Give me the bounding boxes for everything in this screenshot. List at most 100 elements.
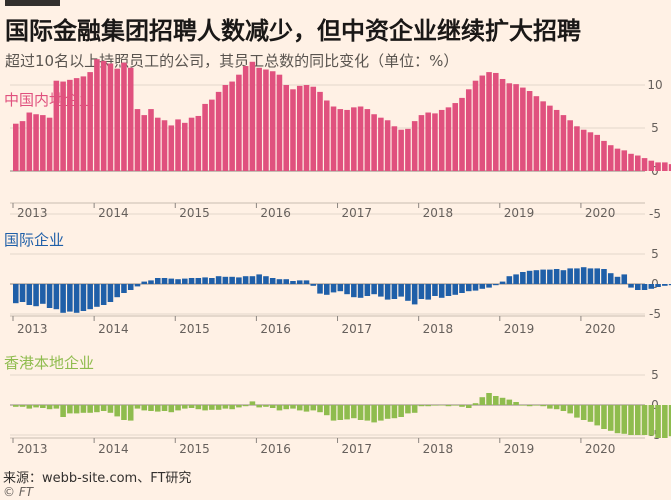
bar <box>465 284 472 292</box>
bar <box>330 405 337 421</box>
bar <box>628 153 634 171</box>
bar <box>209 405 215 410</box>
bar <box>195 278 202 284</box>
bar <box>60 405 66 417</box>
bar <box>154 278 161 284</box>
bar <box>40 284 46 304</box>
bar <box>574 126 580 171</box>
bar <box>121 284 127 293</box>
bar <box>513 84 519 171</box>
bar <box>87 72 93 171</box>
bar <box>432 405 438 406</box>
bar <box>263 276 269 284</box>
bar <box>493 396 499 405</box>
bar <box>175 405 181 411</box>
bar <box>438 284 445 298</box>
y-tick-label: 0 <box>651 277 659 291</box>
bar <box>351 107 357 171</box>
bar <box>553 269 560 284</box>
bar <box>134 109 141 171</box>
bar <box>635 284 641 290</box>
bar <box>114 284 120 298</box>
bar <box>229 405 235 410</box>
bar <box>317 405 323 413</box>
bar <box>621 405 628 434</box>
bar <box>242 66 249 171</box>
bar <box>445 107 452 171</box>
bar <box>411 284 418 305</box>
bar <box>215 405 222 410</box>
bar <box>303 405 310 412</box>
x-tick-label: 2019 <box>504 206 535 220</box>
bar <box>324 284 330 295</box>
bar <box>80 405 87 413</box>
bar <box>94 59 100 172</box>
bar <box>242 405 249 407</box>
bar <box>601 405 607 429</box>
y-tick-label: 5 <box>651 247 659 261</box>
copyright-credit: © FT <box>3 485 34 499</box>
bar <box>40 115 46 171</box>
bar <box>337 405 344 420</box>
bar <box>614 405 621 434</box>
bar <box>378 117 384 171</box>
bar <box>202 103 208 171</box>
bar <box>317 284 323 294</box>
bar <box>547 269 553 284</box>
bar <box>249 61 256 171</box>
bar <box>506 399 513 405</box>
bar <box>46 405 53 410</box>
bar <box>161 405 168 411</box>
bar <box>127 284 134 290</box>
bar <box>499 281 506 284</box>
bar <box>411 121 418 171</box>
bar <box>330 284 337 293</box>
bar <box>601 140 607 171</box>
bar <box>398 129 404 171</box>
bar <box>432 113 438 171</box>
bar <box>580 405 587 420</box>
bar <box>202 277 208 284</box>
chart-title: 国际金融集团招聘人数减少，但中资企业继续扩大招聘 <box>5 17 581 45</box>
bar <box>364 405 371 421</box>
bar <box>425 284 431 300</box>
x-tick-label: 2018 <box>423 322 454 336</box>
x-tick-label: 2013 <box>17 442 48 456</box>
bar <box>587 268 594 284</box>
bar <box>533 405 540 406</box>
bar <box>242 276 249 284</box>
bar <box>67 405 73 414</box>
bar <box>553 405 560 410</box>
bar <box>614 148 621 171</box>
bar <box>411 405 418 413</box>
bar <box>641 158 648 171</box>
bar <box>290 89 296 171</box>
bar <box>486 284 492 288</box>
bar <box>344 109 350 171</box>
bar <box>303 85 310 171</box>
bar <box>13 284 19 304</box>
bar <box>641 405 648 435</box>
y-tick-label: 5 <box>651 121 659 135</box>
x-tick-label: 2016 <box>260 206 291 220</box>
bar <box>567 120 573 171</box>
y-tick-label: 10 <box>647 78 662 92</box>
bar <box>337 109 344 171</box>
bar <box>587 132 594 171</box>
bar <box>141 405 148 411</box>
bar <box>26 284 33 305</box>
bar <box>87 284 93 310</box>
bar <box>296 85 303 171</box>
bar <box>391 284 398 299</box>
bar <box>607 145 614 171</box>
x-tick-label: 2015 <box>179 322 210 336</box>
bar <box>269 71 276 171</box>
bar <box>100 405 107 411</box>
bar <box>452 284 459 295</box>
bar <box>276 279 283 284</box>
bar <box>26 112 33 171</box>
bar <box>668 284 671 286</box>
bar <box>371 284 377 295</box>
x-tick-label: 2014 <box>98 442 129 456</box>
x-tick-label: 2015 <box>179 206 210 220</box>
